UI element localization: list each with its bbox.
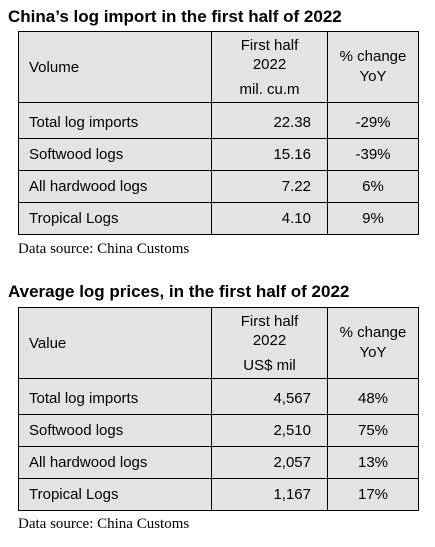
row-value: 15.16 <box>211 138 328 171</box>
table-header-row: Value First half 2022 US$ mil % change Y… <box>18 307 419 379</box>
row-change: 13% <box>327 446 419 479</box>
table-title-prices: Average log prices, in the first half of… <box>8 282 350 301</box>
row-value: 2,510 <box>211 414 328 447</box>
header-change-line1: % change <box>339 324 407 341</box>
header-first-half: First half 2022 mil. cu.m <box>211 31 328 103</box>
prices-table: Value First half 2022 US$ mil % change Y… <box>18 307 419 511</box>
row-change: -29% <box>327 102 419 139</box>
header-unit: mil. cu.m <box>239 80 300 98</box>
data-source-note: Data source: China Customs <box>18 241 190 257</box>
volume-table: Volume First half 2022 mil. cu.m % chang… <box>18 31 419 235</box>
table-row: Total log imports 4,567 48% <box>18 378 419 415</box>
header-unit: US$ mil <box>243 356 296 374</box>
header-change-line2: YoY <box>359 344 387 361</box>
table-row: Softwood logs 2,510 75% <box>18 414 419 447</box>
row-change: 9% <box>327 202 419 235</box>
row-label: Softwood logs <box>18 414 212 447</box>
header-first-half: First half 2022 US$ mil <box>211 307 328 379</box>
header-first-half-line1: First half <box>240 312 299 330</box>
row-change: -39% <box>327 138 419 171</box>
data-source-note: Data source: China Customs <box>18 516 190 532</box>
row-change: 75% <box>327 414 419 447</box>
header-first-half-line2: 2022 <box>252 55 287 73</box>
table-row: Softwood logs 15.16 -39% <box>18 138 419 171</box>
row-value: 2,057 <box>211 446 328 479</box>
table-row: Total log imports 22.38 -29% <box>18 102 419 139</box>
row-value: 4.10 <box>211 202 328 235</box>
row-label: All hardwood logs <box>18 170 212 203</box>
header-volume: Volume <box>18 31 212 103</box>
row-change: 17% <box>327 478 419 511</box>
row-change: 6% <box>327 170 419 203</box>
header-change: % change YoY <box>327 31 419 103</box>
row-label: Softwood logs <box>18 138 212 171</box>
row-change: 48% <box>327 378 419 415</box>
table-title-volume: China’s log import in the first half of … <box>8 7 342 26</box>
table-header-row: Volume First half 2022 mil. cu.m % chang… <box>18 31 419 103</box>
row-value: 7.22 <box>211 170 328 203</box>
header-change: % change YoY <box>327 307 419 379</box>
table-row: All hardwood logs 7.22 6% <box>18 170 419 203</box>
row-label: Tropical Logs <box>18 202 212 235</box>
row-label: All hardwood logs <box>18 446 212 479</box>
header-first-half-line2: 2022 <box>252 331 287 349</box>
row-label: Tropical Logs <box>18 478 212 511</box>
row-value: 22.38 <box>211 102 328 139</box>
table-row: Tropical Logs 1,167 17% <box>18 478 419 511</box>
row-value: 1,167 <box>211 478 328 511</box>
header-change-line1: % change <box>339 48 407 65</box>
header-value: Value <box>18 307 212 379</box>
header-change-line2: YoY <box>359 68 387 85</box>
row-label: Total log imports <box>18 378 212 415</box>
row-label: Total log imports <box>18 102 212 139</box>
table-row: Tropical Logs 4.10 9% <box>18 202 419 235</box>
header-first-half-line1: First half <box>240 36 299 54</box>
row-value: 4,567 <box>211 378 328 415</box>
table-row: All hardwood logs 2,057 13% <box>18 446 419 479</box>
